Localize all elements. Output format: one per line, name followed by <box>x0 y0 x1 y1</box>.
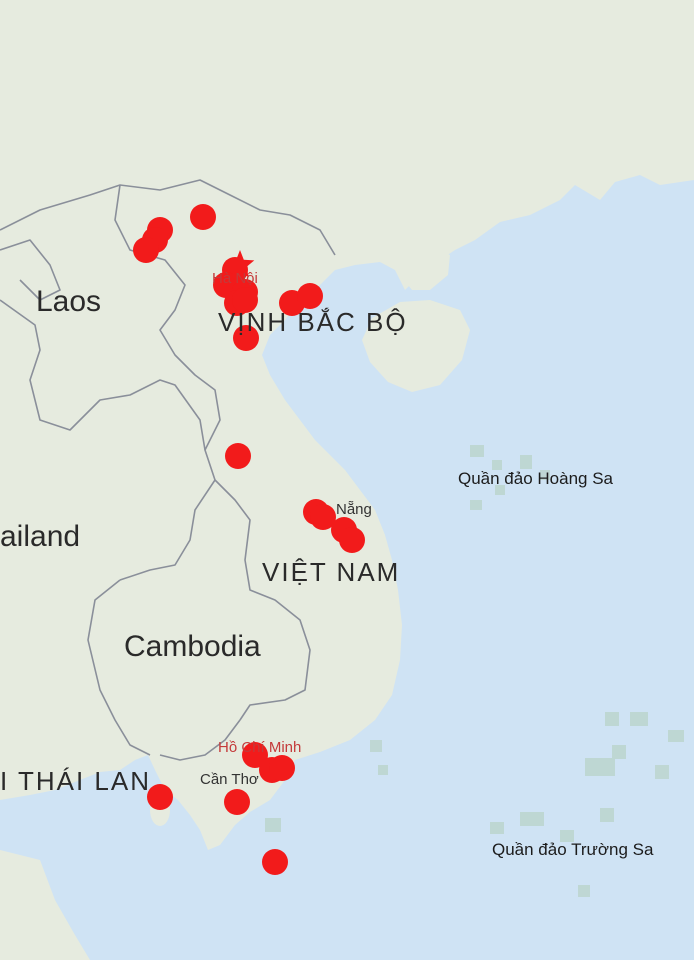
location-marker[interactable] <box>224 789 250 815</box>
country-borders <box>0 179 336 761</box>
location-marker[interactable] <box>269 755 295 781</box>
border-cambodia-thailand <box>87 579 151 756</box>
label-ho-chi-minh-city: Hồ Chí Minh <box>218 739 302 756</box>
hainan-island <box>362 300 470 392</box>
location-marker[interactable] <box>225 443 251 469</box>
paracel-shoals <box>470 445 550 510</box>
location-marker[interactable] <box>262 849 288 875</box>
location-marker[interactable] <box>310 504 336 530</box>
border-laos-north <box>0 239 61 301</box>
label-paracel-islands: Quần đảo Hoàng Sa <box>458 469 614 488</box>
label-vietnam: VIỆT NAM <box>262 557 401 587</box>
label-thailand: ailand <box>0 520 81 553</box>
label-laos: Laos <box>36 285 102 318</box>
label-gulf-of-thailand: I THÁI LAN <box>0 766 152 796</box>
border-laos-vietnam <box>114 184 311 721</box>
label-cambodia: Cambodia <box>124 630 261 663</box>
leizhou-peninsula <box>400 245 450 290</box>
mainland-land <box>0 0 694 850</box>
location-marker[interactable] <box>339 527 365 553</box>
border-cambodia-vietnam <box>159 719 241 761</box>
label-can-tho: Cần Thơ <box>200 771 259 788</box>
border-cambodia-laos <box>119 479 216 581</box>
label-danang: Nẵng <box>336 501 372 518</box>
location-markers[interactable] <box>133 204 365 875</box>
location-marker[interactable] <box>233 325 259 351</box>
location-marker[interactable] <box>133 237 159 263</box>
location-marker[interactable] <box>297 283 323 309</box>
label-hanoi: Hà Nội <box>212 270 258 287</box>
peninsula-land <box>0 850 90 960</box>
spratly-shoals <box>265 712 684 897</box>
location-marker[interactable] <box>147 784 173 810</box>
label-gulf-of-tonkin: VỊNH BẮC BỘ <box>218 307 408 337</box>
label-spratly-islands: Quần đảo Trường Sa <box>492 840 654 859</box>
location-marker[interactable] <box>242 742 268 768</box>
border-laos-thailand <box>0 299 206 451</box>
location-marker[interactable] <box>232 287 258 313</box>
border-china-vietnam <box>0 179 336 256</box>
location-marker[interactable] <box>190 204 216 230</box>
